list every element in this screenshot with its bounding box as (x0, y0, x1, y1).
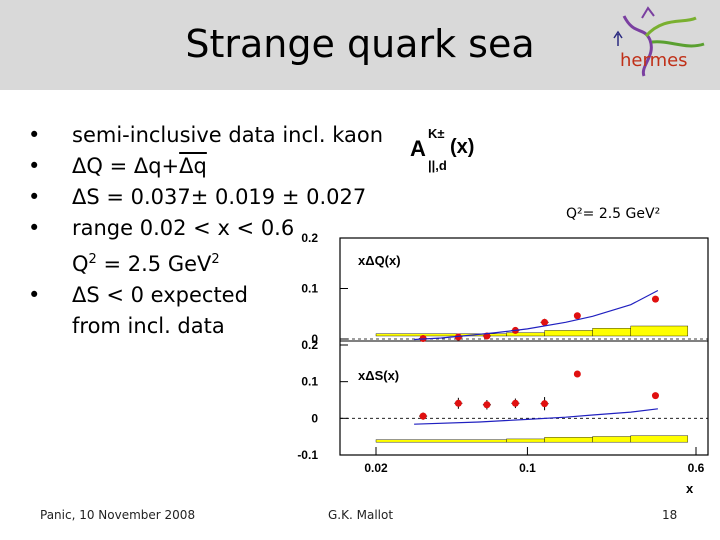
bullet-marker: • (28, 185, 41, 209)
systematic-band-segment (544, 330, 593, 337)
x-tick-label: 0.6 (688, 461, 705, 475)
bullet-text: ΔS < 0 expected (72, 283, 248, 307)
systematic-band-segment (544, 437, 593, 443)
bullet-item: • ΔS < 0 expected (28, 280, 383, 311)
bullet-text-mid: = 2.5 GeV (96, 252, 212, 276)
bullet-item: • semi-inclusive data incl. kaon (28, 120, 383, 151)
chart-annotation-q2: Q²= 2.5 GeV² (566, 206, 660, 222)
systematic-band-segment (506, 438, 545, 443)
bullet-text: ΔS = 0.037± 0.019 ± 0.027 (72, 185, 367, 209)
y-tick-label: 0.2 (301, 231, 318, 245)
y-tick-label: 0.1 (301, 282, 318, 296)
model-curve (414, 289, 659, 341)
panel-label: xΔS(x) (358, 368, 399, 383)
bullet-item: • ΔQ = Δq+Δq (28, 151, 383, 182)
bullet-sup: 2 (211, 252, 220, 267)
x-axis-label: x (686, 481, 694, 496)
systematic-band-segment (592, 436, 631, 443)
header-bar (0, 0, 720, 90)
y-tick-label: 0 (311, 332, 318, 346)
data-point (511, 399, 519, 407)
page-number: 18 (662, 508, 678, 522)
chart-title: A K± ||,d (x) (410, 126, 474, 173)
data-point (573, 370, 581, 378)
bullet-item: • range 0.02 < x < 0.6 (28, 213, 383, 244)
data-point (454, 399, 462, 407)
panel-dq: 0.2 0.1 0 xΔQ(x) (301, 231, 708, 346)
bullet-text: Q (72, 252, 89, 276)
bullet-continuation: from incl. data (28, 311, 383, 342)
systematic-band-segment (506, 332, 545, 337)
systematic-band-segment (375, 439, 507, 443)
y-tick-label: 0.2 (301, 338, 318, 352)
x-tick-label: 0.1 (519, 461, 536, 475)
systematic-band-segment (592, 328, 631, 337)
model-curve (414, 408, 658, 425)
bullet-sup: 2 (88, 252, 97, 267)
bullet-text: from incl. data (72, 314, 225, 338)
panel-label: xΔQ(x) (358, 253, 401, 268)
slide-title: Strange quark sea (185, 22, 535, 66)
bullet-text: semi-inclusive data incl. kaon (72, 123, 384, 147)
chart-title-arg: (x) (450, 136, 474, 158)
bullet-item: • ΔS = 0.037± 0.019 ± 0.027 (28, 182, 383, 213)
footer-event: Panic, 10 November 2008 (40, 508, 196, 522)
chart-title-sub: ||,d (428, 158, 447, 173)
bullet-text: ΔQ = Δq+ (72, 154, 180, 178)
hermes-logo (613, 6, 705, 77)
bullet-list: • semi-inclusive data incl. kaon • ΔQ = … (28, 120, 383, 342)
bullet-marker: • (28, 283, 41, 307)
panel-ds: 0.2 0.1 0 -0.1 xΔS(x) (297, 338, 708, 462)
bullet-marker: • (28, 216, 41, 240)
logo-text: hermes (620, 50, 688, 71)
bullet-continuation: Q2 = 2.5 GeV2 (28, 244, 383, 280)
data-point (541, 318, 549, 326)
chart-title-sup: K± (428, 126, 445, 141)
data-point (541, 400, 549, 408)
systematic-band-segment (630, 325, 689, 337)
data-point (651, 392, 659, 400)
bullet-text: range 0.02 < x < 0.6 (72, 216, 295, 240)
bullet-marker: • (28, 123, 41, 147)
plot-frame (339, 237, 709, 456)
bullet-marker: • (28, 154, 41, 178)
data-point (454, 333, 462, 341)
y-tick-label: 0 (311, 411, 318, 425)
y-tick-label: -0.1 (297, 448, 318, 462)
systematic-band-segment (630, 435, 689, 443)
data-point (483, 401, 491, 409)
data-point (651, 295, 659, 303)
data-point (419, 412, 427, 420)
bullet-text-overline: Δq (179, 154, 207, 178)
chart-title-main: A (410, 136, 426, 161)
data-point (573, 312, 581, 320)
footer-author: G.K. Mallot (328, 508, 394, 522)
x-tick-label: 0.02 (364, 461, 388, 475)
y-tick-label: 0.1 (301, 375, 318, 389)
